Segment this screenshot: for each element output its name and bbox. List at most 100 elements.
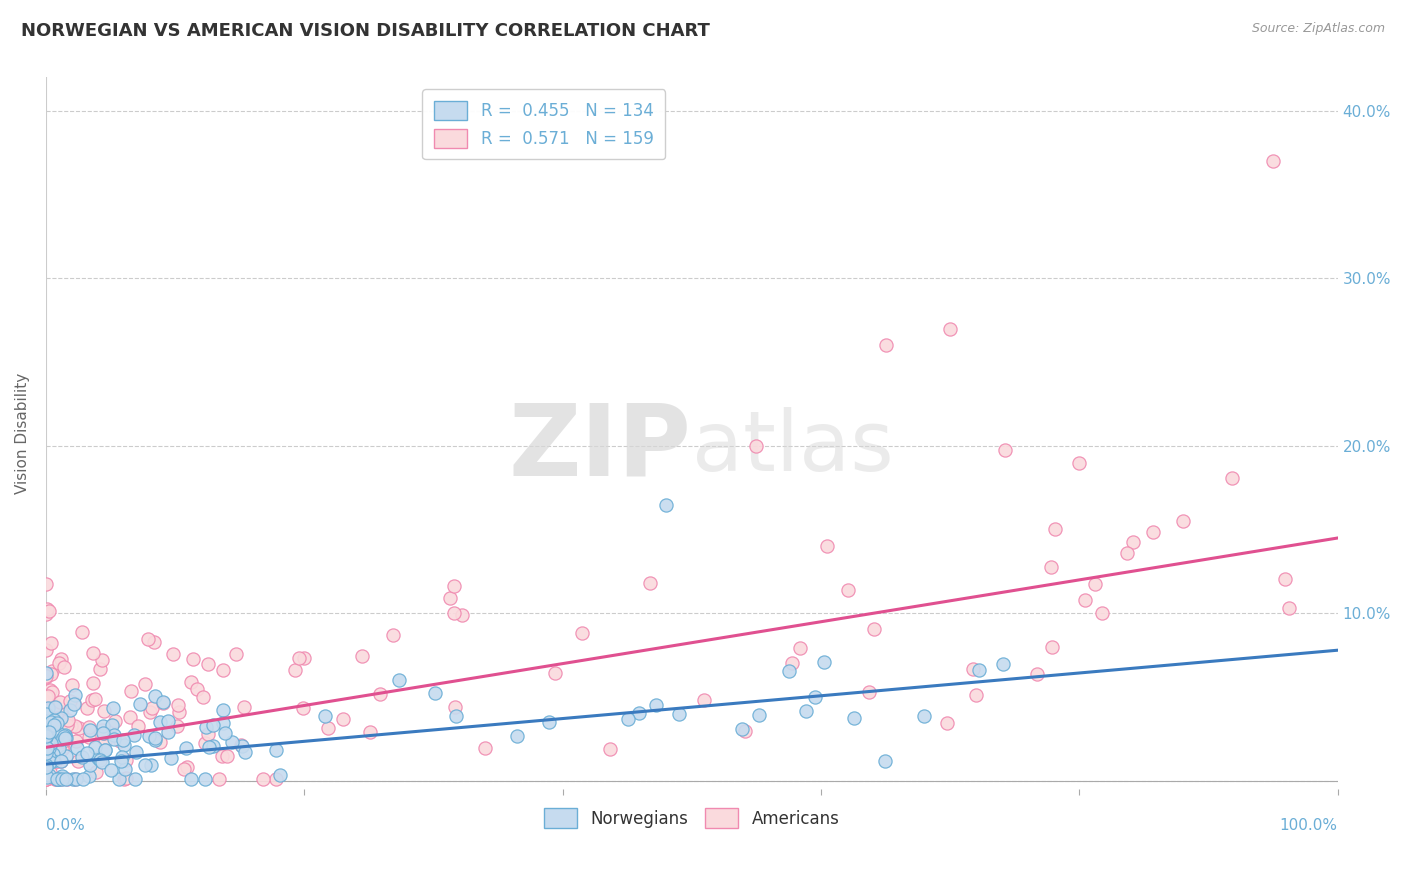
Point — [645, 698, 668, 712]
Point — [1074, 593, 1097, 607]
Point — [89, 753, 111, 767]
Point — [1121, 535, 1143, 549]
Point — [804, 690, 827, 705]
Point — [778, 665, 800, 679]
Point — [45, 711, 67, 725]
Point — [35, 748, 58, 763]
Point — [388, 673, 411, 687]
Point — [692, 693, 714, 707]
Point — [359, 724, 381, 739]
Point — [232, 699, 254, 714]
Point — [152, 696, 174, 710]
Point — [39, 736, 62, 750]
Point — [35, 707, 58, 722]
Point — [46, 772, 69, 787]
Text: ZIP: ZIP — [509, 399, 692, 496]
Point — [44, 772, 66, 787]
Point — [48, 740, 70, 755]
Legend: Norwegians, Americans: Norwegians, Americans — [537, 802, 846, 834]
Point — [103, 731, 125, 746]
Point — [55, 718, 77, 732]
Point — [42, 754, 65, 768]
Point — [59, 718, 82, 732]
Point — [37, 700, 59, 714]
Point — [789, 640, 811, 655]
Point — [143, 689, 166, 703]
Point — [443, 579, 465, 593]
Point — [1039, 559, 1062, 574]
Point — [72, 772, 94, 787]
Point — [51, 771, 73, 785]
Point — [45, 772, 67, 787]
Point — [90, 755, 112, 769]
Point — [35, 723, 58, 738]
Point — [35, 670, 58, 684]
Point — [180, 675, 202, 690]
Point — [35, 602, 58, 616]
Point — [53, 728, 76, 742]
Point — [82, 693, 104, 707]
Point — [76, 701, 98, 715]
Point — [35, 729, 58, 743]
Point — [93, 726, 115, 740]
Point — [214, 726, 236, 740]
Point — [53, 731, 76, 745]
Point — [842, 711, 865, 725]
Point — [994, 443, 1017, 458]
Point — [70, 625, 93, 640]
Point — [77, 731, 100, 745]
Point — [49, 711, 72, 725]
Point — [35, 607, 58, 622]
Point — [211, 749, 233, 764]
Point — [93, 726, 115, 740]
Point — [112, 772, 135, 787]
Point — [42, 718, 65, 732]
Point — [991, 657, 1014, 671]
Point — [174, 741, 197, 756]
Point — [129, 698, 152, 712]
Point — [1274, 573, 1296, 587]
Point — [72, 749, 94, 764]
Point — [45, 772, 67, 787]
Point — [837, 582, 859, 597]
Point — [46, 726, 69, 740]
Point — [288, 651, 311, 665]
Point — [191, 690, 214, 704]
Point — [35, 730, 58, 744]
Point — [42, 713, 65, 727]
Point — [49, 695, 72, 709]
Point — [35, 740, 58, 755]
Point — [1084, 576, 1107, 591]
Point — [160, 751, 183, 765]
Point — [93, 734, 115, 748]
Point — [166, 719, 188, 733]
Point — [252, 772, 274, 787]
Point — [444, 699, 467, 714]
Point — [79, 720, 101, 734]
Point — [194, 736, 217, 750]
Point — [35, 772, 58, 787]
Point — [110, 750, 132, 764]
Point — [202, 718, 225, 732]
Point — [48, 772, 70, 787]
Point — [197, 727, 219, 741]
Point — [53, 722, 76, 736]
Point — [66, 754, 89, 768]
Point — [446, 709, 468, 723]
Point — [939, 321, 962, 335]
Point — [63, 697, 86, 711]
Point — [35, 771, 58, 785]
Text: Source: ZipAtlas.com: Source: ZipAtlas.com — [1251, 22, 1385, 36]
Point — [35, 730, 58, 744]
Point — [51, 768, 73, 782]
Point — [66, 740, 89, 755]
Point — [39, 711, 62, 725]
Point — [638, 576, 661, 591]
Point — [52, 741, 75, 756]
Point — [35, 643, 58, 657]
Point — [813, 655, 835, 669]
Point — [39, 755, 62, 769]
Point — [157, 724, 180, 739]
Point — [292, 700, 315, 714]
Point — [35, 772, 58, 787]
